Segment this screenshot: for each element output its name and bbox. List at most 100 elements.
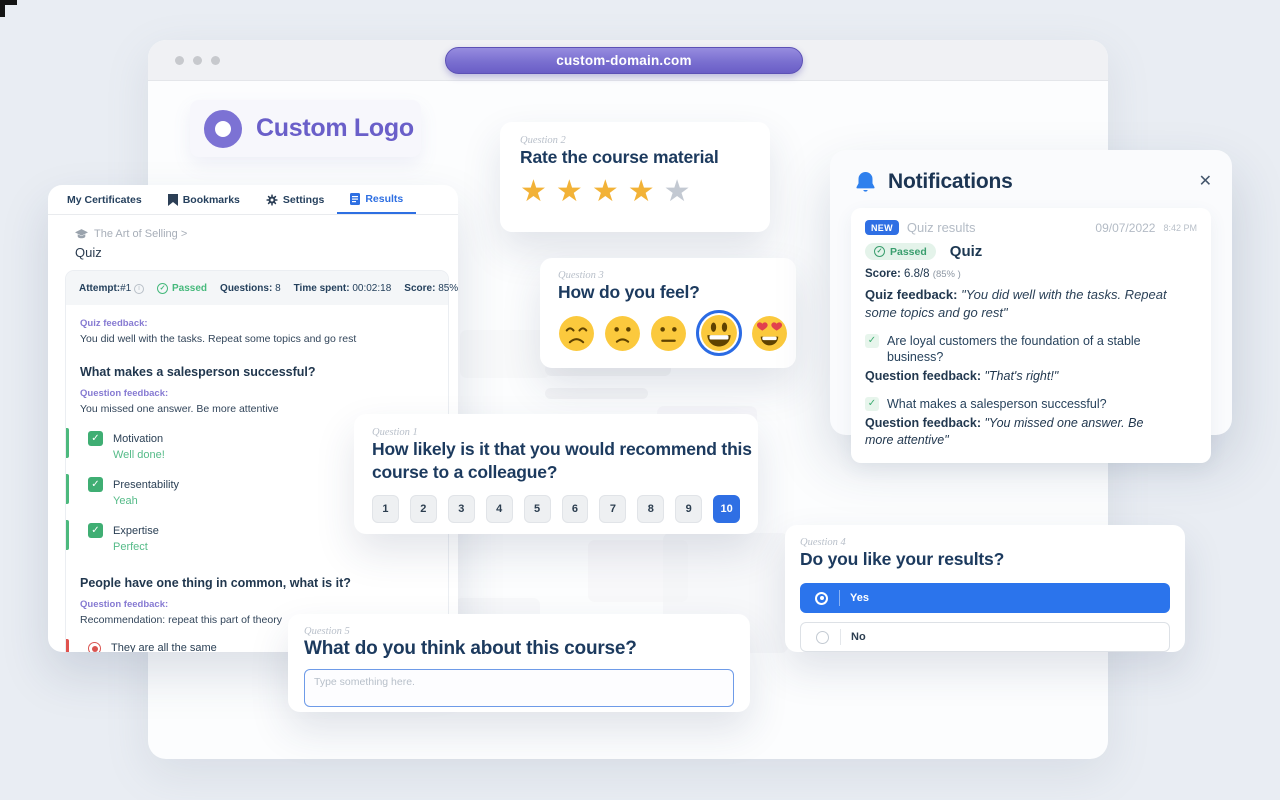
star-empty-icon[interactable]: ★ [663, 175, 691, 208]
question-feedback-label: Question feedback: [80, 388, 169, 399]
attempt-label: Attempt: [79, 282, 121, 294]
nps-button-6[interactable]: 6 [561, 495, 589, 523]
check-circle-icon: ✓ [157, 282, 169, 294]
logo-chip[interactable]: Custom Logo [190, 100, 421, 157]
breadcrumb-label: The Art of Selling > [94, 228, 188, 240]
card-recommend: Question 1 How likely is it that you wou… [354, 414, 758, 534]
emoji-heart-eyes-icon[interactable] [751, 315, 788, 352]
nps-button-4[interactable]: 4 [485, 495, 513, 523]
tab-bookmarks[interactable]: Bookmarks [155, 185, 253, 214]
logo-text: Custom Logo [256, 114, 414, 142]
bell-icon [855, 171, 876, 194]
quiz-feedback-text: You did well with the tasks. Repeat some… [80, 333, 357, 345]
time-value: 00:02:18 [352, 282, 392, 294]
tab-label: My Certificates [67, 193, 142, 206]
notification-type: Quiz results [906, 220, 976, 235]
card-like-results: Question 4 Do you like your results? Yes… [785, 525, 1185, 652]
gear-icon [266, 193, 278, 206]
breadcrumb[interactable]: The Art of Selling > [75, 228, 458, 240]
question-feedback-label: Question feedback: [865, 416, 981, 430]
nps-button-8[interactable]: 8 [637, 495, 665, 523]
answer-comment: Yeah [113, 495, 138, 507]
checkbox-checked-icon: ✓ [88, 523, 103, 538]
question-tag: Question 1 [372, 427, 418, 438]
questions-value: 8 [275, 282, 281, 294]
answer-comment: Perfect [113, 541, 148, 553]
skeleton-block [460, 330, 550, 378]
star-filled-icon[interactable]: ★ [591, 175, 619, 208]
radio-selected-wrong-icon [88, 642, 101, 652]
time-label: Time spent: [293, 282, 350, 294]
tab-bar: My Certificates Bookmarks Settings Resul… [48, 185, 458, 215]
question-tag: Question 5 [304, 626, 350, 637]
tab-label: Settings [282, 193, 325, 206]
skeleton-bar [545, 388, 648, 399]
score-label: Score: [865, 268, 901, 280]
emoji-neutral-icon[interactable] [650, 315, 687, 352]
checkbox-checked-icon: ✓ [88, 477, 103, 492]
comment-input[interactable] [304, 669, 734, 707]
answer-label: Motivation [113, 433, 164, 445]
emoji-grinning-icon[interactable] [696, 310, 742, 356]
tab-my-certificates[interactable]: My Certificates [54, 185, 155, 214]
score-label: Score: [404, 282, 436, 294]
nps-button-7[interactable]: 7 [599, 495, 627, 523]
star-filled-icon[interactable]: ★ [520, 175, 547, 208]
nps-button-9[interactable]: 9 [675, 495, 703, 523]
quiz-results-card: Attempt:#1 i ✓ Passed Questions: 8 Time s… [66, 271, 458, 652]
window-dot [175, 56, 184, 65]
notifications-panel: Notifications ✕ NEW Quiz results 09/07/2… [830, 150, 1232, 463]
radio-unselected-icon [816, 630, 829, 644]
card-how-do-you-feel: Question 3 How do you feel? [540, 258, 796, 368]
nps-button-1[interactable]: 1 [372, 495, 399, 523]
tab-label: Results [365, 192, 404, 205]
question-title: People have one thing in common, what is… [80, 576, 351, 590]
star-rating: ★ ★ ★ ★ ★ [520, 176, 750, 208]
corner-mark [0, 0, 5, 17]
answer-row: ✓ Expertise Perfect [66, 520, 434, 553]
card-title: Do you like your results? [800, 549, 1005, 569]
check-icon: ✓ [865, 397, 879, 411]
question-feedback-label: Question feedback: [865, 369, 981, 383]
question-tag: Question 4 [800, 537, 846, 548]
skeleton-block [588, 540, 688, 602]
question-text: What makes a salesperson successful? [887, 397, 1107, 411]
check-circle-icon: ✓ [874, 246, 885, 257]
nps-button-3[interactable]: 3 [447, 495, 475, 523]
quiz-name: Quiz [949, 243, 983, 260]
nps-button-10-selected[interactable]: 10 [713, 495, 741, 523]
emoji-frowning-icon[interactable] [604, 315, 641, 352]
question-feedback-text: Recommendation: repeat this part of theo… [80, 614, 282, 626]
document-icon [350, 192, 361, 205]
questions-label: Questions: [220, 282, 273, 294]
quiz-feedback-label: Quiz feedback: [80, 318, 148, 329]
answer-label: Expertise [113, 525, 159, 537]
window-dot [211, 56, 220, 65]
notification-question: ✓ Are loyal customers the foundation of … [865, 333, 1197, 385]
notification-item[interactable]: NEW Quiz results 09/07/2022 8:42 PM ✓ Pas… [851, 208, 1211, 463]
option-no[interactable]: No [800, 622, 1170, 652]
question-feedback-quote: "You missed one answer. Be more attentiv… [865, 416, 1144, 447]
close-icon[interactable]: ✕ [1198, 173, 1212, 190]
option-yes-selected[interactable]: Yes [800, 583, 1170, 613]
question-feedback-quote: "That's right!" [984, 369, 1059, 383]
notifications-title: Notifications [888, 170, 1013, 193]
notification-date: 09/07/2022 [1095, 220, 1156, 235]
star-filled-icon[interactable]: ★ [627, 175, 655, 208]
passed-status: Passed [172, 282, 208, 294]
star-filled-icon[interactable]: ★ [555, 175, 583, 208]
bookmark-icon [167, 193, 178, 206]
answer-row: They are all the same [66, 639, 434, 652]
address-bar[interactable]: custom-domain.com [445, 47, 803, 74]
question-tag: Question 3 [558, 270, 604, 281]
tab-results[interactable]: Results [337, 185, 417, 214]
answer-label: They are all the same [111, 642, 217, 652]
tab-settings[interactable]: Settings [253, 185, 337, 214]
nps-button-5[interactable]: 5 [523, 495, 551, 523]
info-icon[interactable]: i [134, 283, 145, 294]
emoji-pensive-icon[interactable] [558, 315, 595, 352]
logo-icon [204, 109, 242, 148]
question-feedback-text: You missed one answer. Be more attentive [80, 403, 279, 415]
nps-button-2[interactable]: 2 [409, 495, 437, 523]
answer-comment: Well done! [113, 449, 165, 461]
